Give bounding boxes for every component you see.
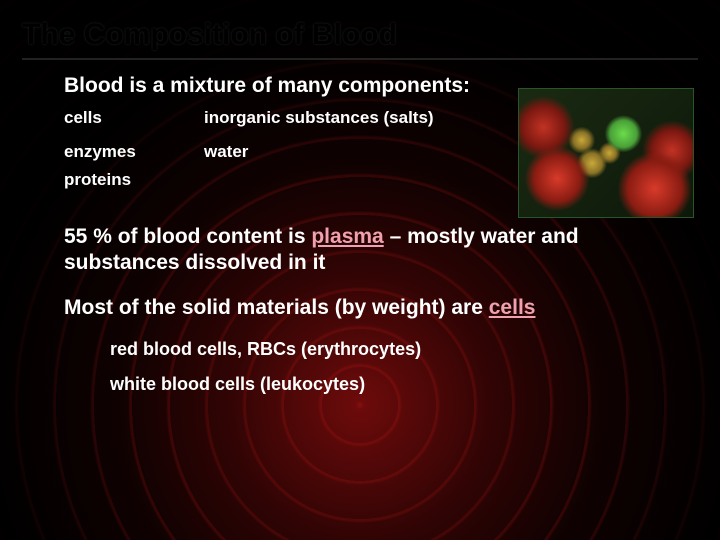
wbc-line: white blood cells (leukocytes) <box>110 374 680 395</box>
cells-paragraph: Most of the solid materials (by weight) … <box>64 295 664 321</box>
component-proteins: proteins <box>64 170 680 190</box>
slide-content: The Composition of Blood Blood is a mixt… <box>0 0 720 395</box>
plasma-paragraph: 55 % of blood content is plasma – mostly… <box>64 224 664 277</box>
slide-body: Blood is a mixture of many components: c… <box>22 60 698 395</box>
cells-pre: Most of the solid materials (by weight) … <box>64 296 489 319</box>
cell-types-list: red blood cells, RBCs (erythrocytes) whi… <box>64 339 680 395</box>
components-grid: cells inorganic substances (salts) enzym… <box>64 108 680 162</box>
component-water: water <box>204 142 504 162</box>
slide-title: The Composition of Blood <box>22 18 698 52</box>
component-inorganic: inorganic substances (salts) <box>204 108 504 128</box>
plasma-keyword: plasma <box>311 225 383 248</box>
plasma-pre: 55 % of blood content is <box>64 225 311 248</box>
intro-line: Blood is a mixture of many components: <box>64 74 680 98</box>
rbc-line: red blood cells, RBCs (erythrocytes) <box>110 339 680 360</box>
component-enzymes: enzymes <box>64 142 204 162</box>
title-rule: The Composition of Blood <box>22 18 698 60</box>
component-cells: cells <box>64 108 204 128</box>
cells-keyword: cells <box>489 296 536 319</box>
